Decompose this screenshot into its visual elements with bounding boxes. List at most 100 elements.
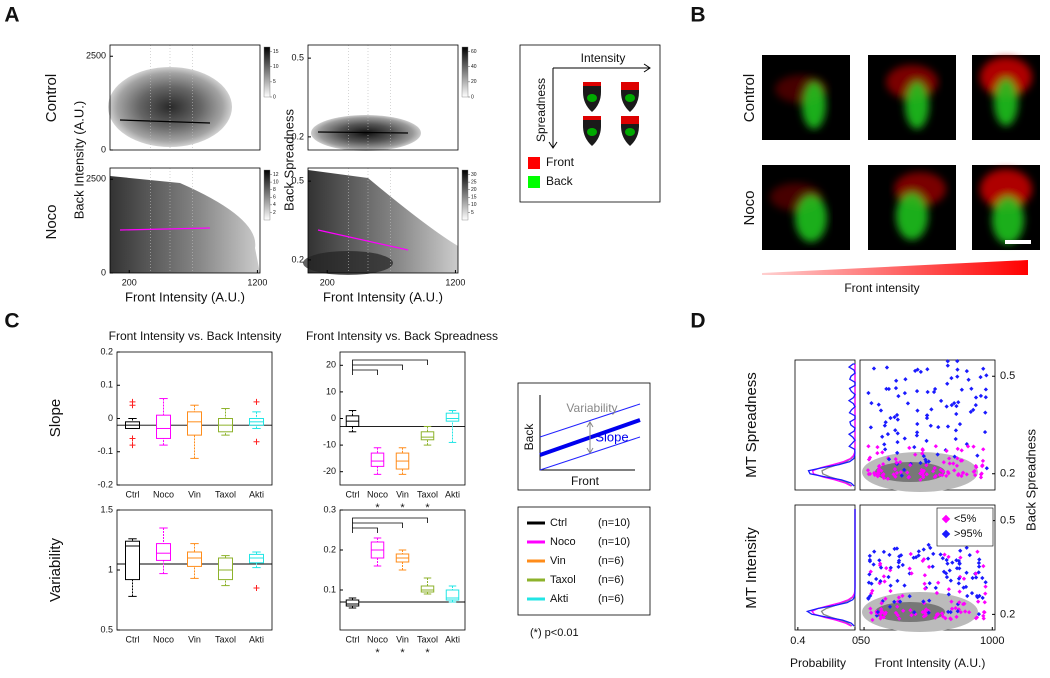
scatter-point bbox=[932, 386, 938, 392]
scatter-point bbox=[973, 616, 979, 621]
scatter-point bbox=[955, 374, 960, 379]
bracket bbox=[352, 359, 428, 365]
scatter-point bbox=[975, 453, 980, 458]
scatter-point bbox=[983, 395, 988, 400]
back-signal bbox=[992, 196, 1024, 244]
x-tick-label: 200 bbox=[320, 277, 335, 287]
scatter-point bbox=[892, 466, 898, 472]
scatter-point bbox=[955, 446, 960, 452]
colorbar-label: 10 bbox=[273, 179, 279, 185]
scatter-point bbox=[895, 613, 900, 618]
scatter-point bbox=[924, 607, 929, 612]
scatter-point bbox=[900, 562, 905, 568]
x-tick-label: Ctrl bbox=[126, 489, 140, 499]
scatter-point bbox=[965, 444, 971, 449]
x-tick-label: Ctrl bbox=[346, 634, 360, 644]
bracket bbox=[352, 364, 403, 370]
scatter-point bbox=[895, 604, 900, 609]
scatter-point bbox=[936, 580, 941, 585]
scatter-point bbox=[953, 428, 959, 433]
scatter-point bbox=[955, 456, 960, 461]
scatter-point bbox=[895, 431, 900, 436]
scatter-point bbox=[921, 547, 926, 552]
probability-curve bbox=[811, 364, 856, 487]
x-tick-label: Akti bbox=[249, 489, 264, 499]
scatter-point bbox=[868, 606, 873, 611]
scatter-point bbox=[925, 367, 930, 372]
legend-n: (n=6) bbox=[598, 593, 624, 605]
scatter-point bbox=[958, 555, 963, 560]
scatter-point bbox=[953, 605, 958, 611]
scatter-point bbox=[921, 454, 926, 459]
scatter-point bbox=[885, 476, 891, 481]
scatter-point bbox=[885, 432, 891, 437]
y-tick-label: 0 bbox=[331, 413, 336, 423]
cell bbox=[770, 183, 827, 242]
scatter-point bbox=[912, 444, 917, 450]
scatter-point bbox=[883, 596, 888, 601]
x-axis-label: Front Intensity (A.U.) bbox=[125, 289, 245, 304]
legend-n: (n=6) bbox=[598, 555, 624, 567]
scatter-point bbox=[984, 373, 989, 378]
scatter-point bbox=[905, 401, 911, 406]
box bbox=[420, 431, 435, 441]
scatter-point bbox=[909, 571, 914, 576]
scatter-point bbox=[983, 591, 988, 596]
scatter-point bbox=[973, 403, 978, 408]
scatter-point bbox=[965, 593, 970, 599]
outlier bbox=[253, 438, 260, 445]
scatter-point bbox=[977, 593, 982, 598]
legend-label: <5% bbox=[954, 513, 977, 525]
scatter-point bbox=[881, 475, 887, 481]
x-tick-label: 200 bbox=[122, 277, 137, 287]
scatter-point bbox=[974, 465, 979, 470]
scatter-point bbox=[932, 465, 937, 471]
scatter-point bbox=[921, 475, 926, 480]
scatter-point bbox=[964, 545, 969, 550]
row-label: Control bbox=[741, 74, 758, 122]
scatter-point bbox=[929, 407, 934, 412]
x-tick-label: Vin bbox=[188, 634, 201, 644]
box bbox=[187, 411, 202, 436]
density bbox=[875, 462, 945, 482]
scatter-point bbox=[868, 569, 873, 574]
scatter-point bbox=[931, 551, 936, 556]
scatter-point bbox=[924, 438, 929, 444]
plot-frame bbox=[339, 509, 466, 631]
bracket bbox=[352, 517, 428, 523]
scatter-point bbox=[871, 562, 876, 567]
density-map bbox=[108, 67, 232, 147]
density bbox=[303, 251, 393, 275]
box bbox=[249, 553, 264, 564]
legend-n: (n=6) bbox=[598, 574, 624, 586]
scatter-point bbox=[883, 420, 888, 425]
scatter-point bbox=[957, 561, 962, 567]
scatter-point bbox=[926, 610, 931, 615]
box bbox=[187, 551, 202, 567]
scatter-point bbox=[949, 599, 954, 604]
scatter-point bbox=[946, 554, 951, 560]
colorbar-label: 10 bbox=[471, 202, 477, 208]
significance-mark: * bbox=[375, 502, 380, 514]
legend-label: Vin bbox=[550, 555, 566, 567]
y-tick-label: 10 bbox=[326, 386, 336, 396]
outlier bbox=[253, 398, 260, 405]
column-title: Front Intensity vs. Back Spreadness bbox=[306, 329, 498, 343]
scatter-point bbox=[956, 576, 962, 581]
x-tick-label: Noco bbox=[153, 634, 174, 644]
front-signal bbox=[980, 57, 1032, 97]
scatter-point bbox=[940, 614, 946, 619]
scatter-point bbox=[933, 444, 938, 449]
scatter-point bbox=[924, 416, 930, 421]
x-tick-label: 1200 bbox=[445, 277, 465, 287]
scatter-point bbox=[953, 436, 958, 442]
row-label: Control bbox=[43, 74, 60, 122]
y2-tick-label: 0.2 bbox=[1000, 468, 1015, 480]
scatter-point bbox=[948, 609, 953, 615]
scatter-point bbox=[898, 553, 904, 558]
scatter-point bbox=[926, 459, 931, 464]
scatter-point bbox=[895, 578, 900, 583]
y-tick-label: 0.1 bbox=[323, 584, 336, 594]
probability-curve bbox=[820, 509, 856, 627]
scatter-point bbox=[878, 565, 884, 570]
